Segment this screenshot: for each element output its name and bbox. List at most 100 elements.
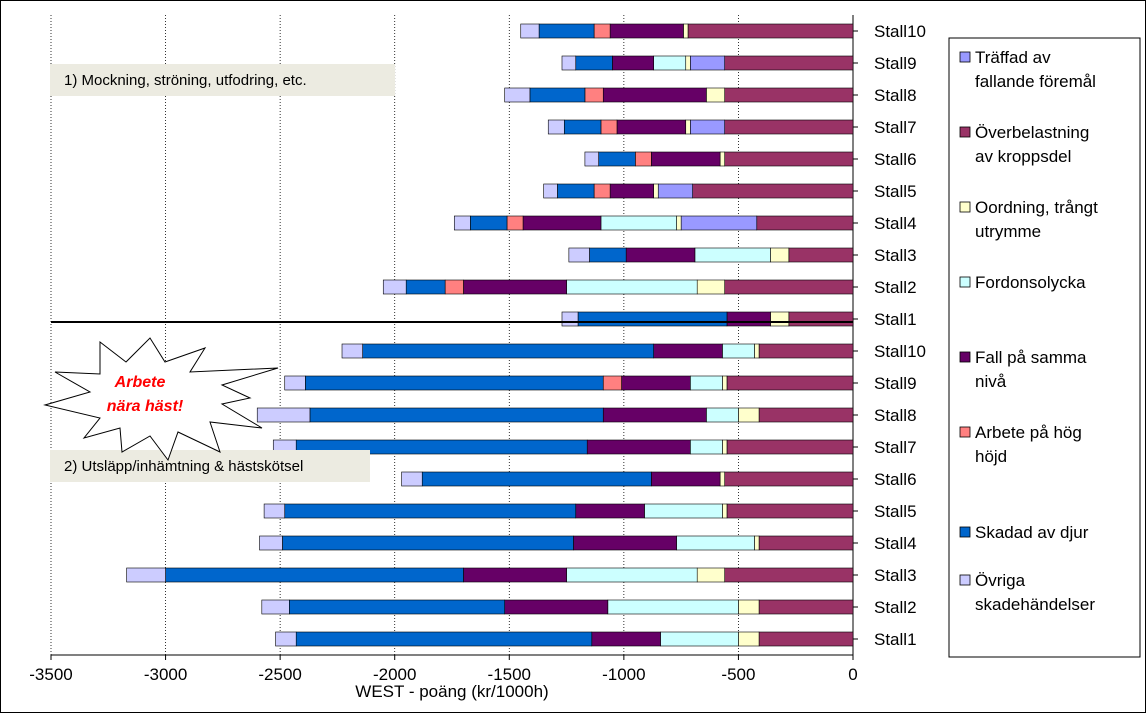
x-axis-label: WEST - poäng (kr/1000h) <box>355 682 548 701</box>
bar-segment <box>738 408 759 422</box>
category-label: Stall10 <box>874 342 926 361</box>
category-label: Stall2 <box>874 598 917 617</box>
callout-line-2: nära häst! <box>107 398 184 415</box>
category-label: Stall6 <box>874 470 917 489</box>
bar-segment <box>463 568 566 582</box>
bar-segment <box>690 56 724 70</box>
bar-segment <box>617 120 686 134</box>
bar-segment <box>599 152 636 166</box>
bar-segment <box>610 24 683 38</box>
bar-segment <box>720 152 725 166</box>
bar-segment <box>651 152 720 166</box>
bar-segment <box>690 440 722 454</box>
category-label: Stall3 <box>874 566 917 585</box>
x-tick-label: 0 <box>848 665 857 684</box>
bar-segment <box>257 408 310 422</box>
bar-segment <box>576 504 645 518</box>
bar-segment <box>601 216 677 230</box>
legend-swatch <box>960 277 970 287</box>
bar-segment <box>725 120 853 134</box>
bar-segment <box>576 56 613 70</box>
bar-segment <box>289 600 504 614</box>
bar-segment <box>601 120 617 134</box>
bar-segment <box>594 184 610 198</box>
legend-swatch <box>960 527 970 537</box>
legend-swatch <box>960 202 970 212</box>
category-label: Stall7 <box>874 118 917 137</box>
bar-segment <box>759 536 853 550</box>
bar-segment <box>727 312 771 326</box>
bar-segment <box>603 408 706 422</box>
category-label: Stall5 <box>874 182 917 201</box>
bar-segment <box>727 440 853 454</box>
group2-label: 2) Utsläpp/inhämtning & hästskötsel <box>64 458 303 475</box>
category-label: Stall1 <box>874 630 917 649</box>
bar-segment <box>695 248 771 262</box>
bar-segment <box>589 248 626 262</box>
bar-segment <box>285 504 576 518</box>
bar-segment <box>771 312 789 326</box>
bar-segment <box>759 632 853 646</box>
bar-segment <box>706 88 724 102</box>
bar-segment <box>722 440 727 454</box>
bar-segment <box>383 280 406 294</box>
bar-segment <box>523 216 601 230</box>
bar-segment <box>587 440 690 454</box>
bar-segment <box>720 472 725 486</box>
legend-label: Skadad av djur <box>975 523 1089 542</box>
bar-segment <box>470 216 507 230</box>
bar-segment <box>296 632 592 646</box>
bar-segment <box>567 280 698 294</box>
bar-segment <box>658 184 692 198</box>
category-label: Stall7 <box>874 438 917 457</box>
bar-segment <box>603 88 706 102</box>
bar-segment <box>654 184 659 198</box>
bar-segment <box>422 472 651 486</box>
bar-segment <box>725 56 853 70</box>
bar-segment <box>690 120 724 134</box>
plot-area <box>51 15 853 655</box>
bar-segment <box>697 280 724 294</box>
x-tick-label: -3500 <box>29 665 72 684</box>
category-label: Stall9 <box>874 54 917 73</box>
bar-segment <box>562 56 576 70</box>
bar-segment <box>594 24 610 38</box>
x-tick-label: -500 <box>721 665 755 684</box>
bar-segment <box>759 408 853 422</box>
x-tick-label: -2500 <box>258 665 301 684</box>
bar-segment <box>305 376 603 390</box>
bar-segment <box>754 536 759 550</box>
bar-segment <box>690 376 722 390</box>
bar-segment <box>363 344 654 358</box>
bar-segment <box>725 280 853 294</box>
bar-segment <box>562 312 578 326</box>
legend-swatch <box>960 127 970 137</box>
category-label: Stall3 <box>874 246 917 265</box>
bar-segment <box>603 376 621 390</box>
legend-label: Fordonsolycka <box>975 273 1086 292</box>
bar-segment <box>454 216 470 230</box>
bar-segment <box>260 536 283 550</box>
bar-segment <box>759 344 853 358</box>
bar-segment <box>738 632 759 646</box>
bar-segment <box>507 216 523 230</box>
bar-segment <box>544 184 558 198</box>
bar-segment <box>564 120 601 134</box>
bar-segment <box>693 184 853 198</box>
legend-swatch <box>960 52 970 62</box>
bar-segment <box>654 344 723 358</box>
bar-segment <box>789 312 853 326</box>
bar-segment <box>654 56 686 70</box>
bar-segment <box>612 56 653 70</box>
bar-segment <box>706 408 738 422</box>
category-label: Stall2 <box>874 278 917 297</box>
bar-segment <box>282 536 573 550</box>
bar-segment <box>573 536 676 550</box>
category-label: Stall1 <box>874 310 917 329</box>
bar-segment <box>683 24 688 38</box>
bar-segment <box>166 568 464 582</box>
bar-segment <box>661 632 739 646</box>
category-label: Stall10 <box>874 22 926 41</box>
